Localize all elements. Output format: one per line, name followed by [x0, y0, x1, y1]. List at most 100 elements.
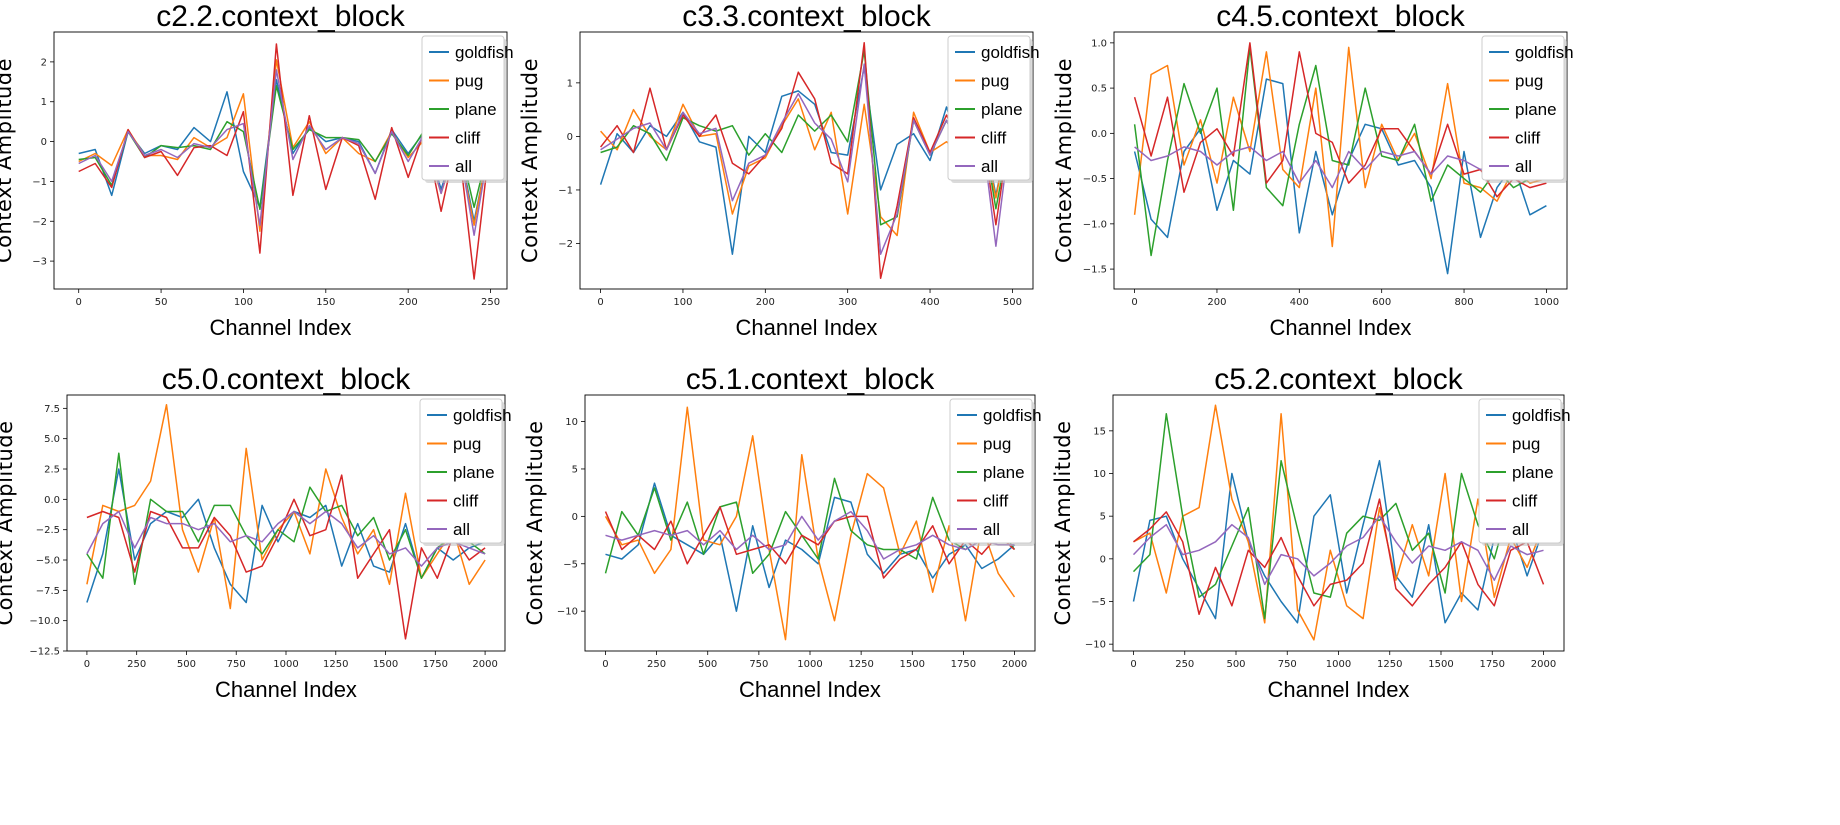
legend-label-all: all — [453, 520, 470, 539]
x-tick-label: 1250 — [323, 659, 348, 670]
legend-label-plane: plane — [983, 463, 1025, 482]
x-tick-label: 500 — [1003, 297, 1022, 308]
chart-title: c2.2.context_block — [156, 0, 405, 33]
x-axis-label: Channel Index — [215, 677, 357, 702]
x-tick-label: 1000 — [273, 659, 298, 670]
y-tick-label: 0 — [572, 512, 578, 523]
y-axis-label: Context Amplitude — [523, 420, 547, 625]
x-tick-label: 150 — [316, 297, 335, 308]
x-tick-label: 2000 — [1002, 659, 1027, 670]
y-tick-label: −0.5 — [1083, 174, 1107, 185]
series-line-cliff — [1133, 498, 1545, 616]
y-axis-label: Context Amplitude — [518, 58, 542, 263]
chart-title: c3.3.context_block — [682, 0, 931, 33]
legend-label-goldfish: goldfish — [1512, 406, 1571, 425]
legend: goldfish pug plane cliff all — [419, 398, 512, 546]
legend-label-cliff: cliff — [455, 129, 480, 148]
series-line-goldfish — [599, 66, 1014, 255]
x-axis-label: Channel Index — [210, 315, 352, 340]
legend-label-all: all — [455, 157, 472, 176]
x-axis-label: Channel Index — [1270, 315, 1412, 340]
y-tick-label: 5.0 — [44, 434, 60, 445]
legend-label-pug: pug — [1512, 435, 1540, 454]
y-tick-label: −5.0 — [36, 556, 60, 567]
series-line-pug — [604, 406, 1016, 641]
y-tick-label: 2.5 — [44, 465, 60, 476]
x-tick-label: 1750 — [951, 659, 976, 670]
x-tick-label: 400 — [920, 297, 939, 308]
series-line-cliff — [604, 506, 1015, 579]
x-tick-label: 1750 — [423, 659, 448, 670]
legend-label-cliff: cliff — [1512, 492, 1537, 511]
x-tick-label: 0 — [76, 297, 82, 308]
legend-label-all: all — [1515, 157, 1532, 176]
x-tick-label: 0 — [84, 659, 90, 670]
y-tick-label: −10.0 — [29, 616, 60, 627]
legend-label-pug: pug — [453, 435, 481, 454]
series-line-plane — [86, 452, 486, 586]
x-tick-label: 2000 — [1531, 659, 1556, 670]
y-tick-label: −10 — [1085, 640, 1106, 651]
series-line-pug — [1133, 46, 1547, 248]
y-tick-label: 0.0 — [1091, 129, 1107, 140]
y-tick-label: −2 — [558, 239, 573, 250]
y-tick-label: 0.5 — [1091, 84, 1107, 95]
series-lines — [1133, 42, 1547, 275]
y-tick-label: 10 — [565, 417, 578, 428]
series-line-cliff — [1133, 42, 1547, 198]
chart-title: c5.1.context_block — [686, 363, 935, 396]
legend-label-cliff: cliff — [981, 129, 1006, 148]
series-lines — [1132, 404, 1545, 641]
legend-label-pug: pug — [455, 72, 483, 91]
legend: goldfish pug plane cliff all — [947, 35, 1040, 183]
x-tick-label: 1250 — [1377, 659, 1402, 670]
legend-label-goldfish: goldfish — [453, 406, 512, 425]
x-tick-label: 1000 — [1326, 659, 1351, 670]
y-tick-label: 15 — [1093, 426, 1106, 437]
y-axis-label: Context Amplitude — [1051, 420, 1075, 625]
legend-box — [419, 398, 503, 544]
legend-label-cliff: cliff — [983, 492, 1008, 511]
x-tick-label: 250 — [481, 297, 500, 308]
y-tick-label: 0.0 — [44, 495, 60, 506]
x-tick-label: 250 — [127, 659, 146, 670]
y-tick-label: 10 — [1093, 469, 1106, 480]
x-tick-label: 250 — [647, 659, 666, 670]
series-lines — [604, 406, 1016, 641]
legend-box — [1478, 398, 1562, 544]
chart-panel-6: 0 250 500 750 1000 1250 1500 1750 2000 −10 −5 0 5 10 1… — [1051, 363, 1571, 702]
x-tick-label: 750 — [1278, 659, 1297, 670]
x-axis-label: Channel Index — [736, 315, 878, 340]
y-axis-label: Context Amplitude — [0, 420, 17, 625]
legend-label-pug: pug — [1515, 72, 1543, 91]
x-tick-label: 1500 — [1428, 659, 1453, 670]
series-line-all — [605, 510, 1015, 560]
x-tick-label: 1250 — [848, 659, 873, 670]
y-tick-label: −3 — [32, 257, 47, 268]
legend-box — [1481, 35, 1565, 181]
y-tick-label: −7.5 — [36, 586, 60, 597]
legend-label-pug: pug — [983, 435, 1011, 454]
legend: goldfish pug plane cliff all — [949, 398, 1042, 546]
x-tick-label: 0 — [597, 297, 603, 308]
legend-label-goldfish: goldfish — [983, 406, 1042, 425]
chart-panel-3: 0 200 400 600 800 1000 −1.5 −1.0 −0.5 0.0 0.5 1.0 c4… — [1052, 0, 1574, 340]
legend-label-goldfish: goldfish — [981, 43, 1040, 62]
legend-label-all: all — [983, 520, 1000, 539]
legend-label-pug: pug — [981, 72, 1009, 91]
x-axis-label: Channel Index — [739, 677, 881, 702]
series-line-goldfish — [1133, 78, 1547, 275]
y-axis-label: Context Amplitude — [1052, 58, 1076, 263]
y-tick-label: −1.5 — [1083, 265, 1107, 276]
chart-panel-1: 0 50 100 150 200 250 −3 −2 −1 0 1 2 c2.2.context_blo… — [0, 0, 514, 340]
series-line-all — [600, 63, 1014, 255]
series-line-all — [1132, 515, 1544, 586]
x-tick-label: 1000 — [797, 659, 822, 670]
series-line-all — [1134, 146, 1547, 189]
x-tick-label: 0 — [1131, 297, 1137, 308]
x-tick-label: 200 — [399, 297, 418, 308]
x-tick-label: 750 — [749, 659, 768, 670]
x-tick-label: 400 — [1290, 297, 1309, 308]
series-line-all — [86, 510, 486, 567]
legend-label-plane: plane — [1515, 100, 1557, 119]
